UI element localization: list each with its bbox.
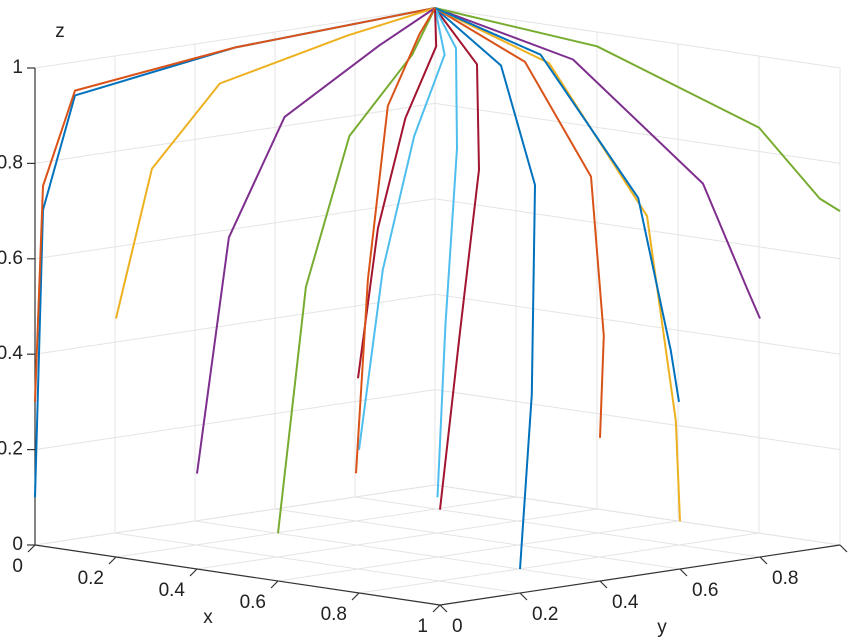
- grid-line: [434, 102, 841, 164]
- trajectory: [434, 7, 681, 522]
- grid-line: [434, 484, 841, 546]
- grid-line: [34, 198, 436, 260]
- grid-line: [434, 7, 841, 69]
- x-tick: [108, 556, 117, 565]
- y-tick: [519, 592, 528, 601]
- y-tick: [679, 568, 688, 577]
- grid-line: [358, 532, 760, 594]
- grid-line: [114, 532, 521, 594]
- x-tick-label: 0.4: [159, 580, 186, 601]
- trajectory: [434, 7, 680, 403]
- x-tick: [27, 544, 36, 553]
- x-tick: [189, 568, 198, 577]
- grid-line: [434, 389, 841, 451]
- x-tick-label: 0: [12, 556, 23, 577]
- grid-line: [274, 508, 681, 570]
- grid-line: [34, 484, 436, 546]
- x-tick: [432, 604, 441, 613]
- grid-line: [277, 520, 679, 582]
- trajectory: [434, 7, 536, 570]
- trajectory: [196, 7, 436, 474]
- grid-line: [34, 7, 436, 69]
- y-axis-line: [439, 544, 841, 606]
- trajectory: [277, 7, 436, 534]
- y-tick: [599, 580, 608, 589]
- x-tick-label: 0.6: [240, 592, 266, 613]
- x-tick: [270, 580, 279, 589]
- grid-line: [434, 198, 841, 260]
- trajectory: [358, 7, 446, 451]
- z-tick-label: 0.8: [0, 152, 23, 173]
- y-tick-label: 0.4: [612, 592, 639, 613]
- y-tick-label: 0.6: [692, 580, 718, 601]
- trajectory: [115, 7, 436, 319]
- z-tick-label: 0.4: [0, 343, 23, 364]
- x-axis-line: [34, 544, 441, 606]
- trajectory: [434, 7, 458, 498]
- x-axis-label: x: [203, 607, 213, 628]
- z-tick-label: 0.2: [0, 439, 23, 460]
- trajectory: [355, 7, 436, 474]
- trajectory: [434, 7, 761, 319]
- trajectory: [357, 7, 438, 379]
- x-tick-label: 0.2: [78, 568, 104, 589]
- grid-line: [34, 102, 436, 164]
- z-tick-label: 0.6: [0, 248, 23, 269]
- grid-line: [34, 389, 436, 451]
- x-tick-label: 0.8: [321, 604, 347, 625]
- grid-line: [354, 496, 761, 558]
- z-tick-label: 0: [12, 534, 23, 555]
- y-axis-label: y: [657, 617, 667, 638]
- grid-line: [196, 508, 598, 570]
- trajectory: [434, 7, 605, 438]
- y-tick: [439, 604, 448, 613]
- y-tick: [839, 544, 848, 553]
- y-tick-label: 0.2: [532, 604, 558, 625]
- y-tick: [759, 556, 768, 565]
- grid-line: [115, 496, 517, 558]
- z-tick-label: 1: [12, 57, 23, 78]
- z-axis-label: z: [55, 21, 65, 42]
- y-tick-label: 0.8: [772, 568, 798, 589]
- x-tick-label: 1: [417, 616, 428, 637]
- x-tick: [351, 592, 360, 601]
- grid-line: [434, 293, 841, 355]
- trajectory: [34, 7, 436, 402]
- y-tick-label: 0: [452, 616, 463, 637]
- trajectory: [434, 7, 841, 212]
- trajectory: [434, 7, 480, 510]
- grid-line: [194, 520, 601, 582]
